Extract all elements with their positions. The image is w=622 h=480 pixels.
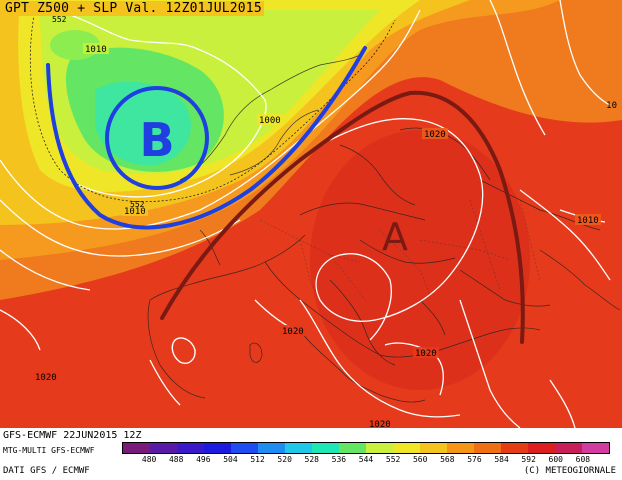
isobar-label: 1020: [424, 130, 446, 140]
scale-label: 576: [467, 455, 482, 464]
scale-label: 488: [168, 455, 184, 464]
z500-band-528: [95, 81, 191, 166]
model-run-label: GFS-ECMWF 22JUN2015 12Z: [3, 430, 142, 441]
color-scale-bar: [122, 442, 610, 454]
multi-model-label: MTG-MULTI GFS-ECMWF: [3, 446, 95, 455]
footer: GFS-ECMWF 22JUN2015 12Z MTG-MULTI GFS-EC…: [0, 428, 622, 480]
scale-swatch: [420, 443, 447, 453]
island: [249, 342, 263, 363]
copyright-label: (C) METEOGIORNALE: [523, 466, 616, 476]
scale-label: 608: [575, 455, 591, 464]
scale-label: 512: [250, 455, 265, 464]
scale-label: 592: [521, 455, 536, 464]
trough-line: [46, 46, 367, 230]
scale-label: 552: [385, 455, 401, 464]
isobar-label: 1020: [415, 349, 437, 359]
coastlines: [147, 54, 621, 403]
scale-swatch: [555, 443, 582, 453]
isobar-label: 1010: [85, 45, 107, 55]
scale-swatch: [123, 443, 150, 453]
scale-swatch: [339, 443, 366, 453]
scale-swatch: [177, 443, 204, 453]
scale-label: 504: [223, 455, 238, 464]
scale-swatch: [447, 443, 474, 453]
high-pressure-symbol: A: [382, 215, 408, 259]
scale-swatch: [366, 443, 393, 453]
map-title: GPT Z500 + SLP Val. 12Z01JUL2015: [3, 1, 264, 16]
scale-swatch: [528, 443, 555, 453]
scale-swatch: [258, 443, 285, 453]
scale-label: 480: [141, 455, 157, 464]
scale-label: 520: [277, 455, 292, 464]
low-pressure-circle: [105, 86, 209, 190]
scale-label: 568: [440, 455, 455, 464]
isobar-label: 1010: [577, 216, 599, 226]
scale-swatch: [231, 443, 258, 453]
scale-label: 496: [196, 455, 211, 464]
scale-swatch: [474, 443, 501, 453]
height-label: 552: [52, 15, 67, 24]
height-label: 552: [130, 200, 145, 209]
color-scale-labels: 480 488 496 504 512 520 528 536 544 552 560 568 576 5…: [122, 455, 610, 467]
scale-swatch: [393, 443, 420, 453]
scale-label: 536: [331, 455, 347, 464]
isobar-label: 1000: [259, 116, 281, 126]
isobar-label: 1020: [369, 420, 391, 428]
isobar-labels: 1010 1000 1010 1020 1010 1020 1020 1020 …: [33, 15, 601, 428]
z500-band-592: [310, 130, 530, 390]
scale-swatch: [150, 443, 177, 453]
island-isobar: [171, 337, 196, 364]
ridge-line: [160, 90, 525, 344]
isobar-label-edge: 10: [606, 101, 617, 111]
data-source-label: DATI GFS / ECMWF: [3, 466, 90, 476]
weather-map: 1010 1000 1010 1020 1010 1020 1020 1020 …: [0, 0, 622, 428]
scale-label: 560: [412, 455, 428, 464]
scale-swatch: [501, 443, 528, 453]
borders: [259, 199, 541, 301]
map-canvas: 1010 1000 1010 1020 1010 1020 1020 1020 …: [0, 0, 622, 428]
scale-swatch: [285, 443, 312, 453]
low-pressure-symbol: B: [139, 113, 174, 167]
scale-label: 600: [548, 455, 563, 464]
isobar-label: 1010: [124, 207, 146, 217]
z500-552-contour: [29, 9, 396, 203]
isobar-label: 1020: [35, 373, 57, 383]
isobar-label: 1020: [282, 327, 304, 337]
scale-swatch: [312, 443, 339, 453]
scale-label: 544: [358, 455, 374, 464]
scale-swatch: [582, 443, 609, 453]
scale-label: 584: [494, 455, 509, 464]
scale-swatch: [204, 443, 231, 453]
scale-label: 528: [304, 455, 319, 464]
